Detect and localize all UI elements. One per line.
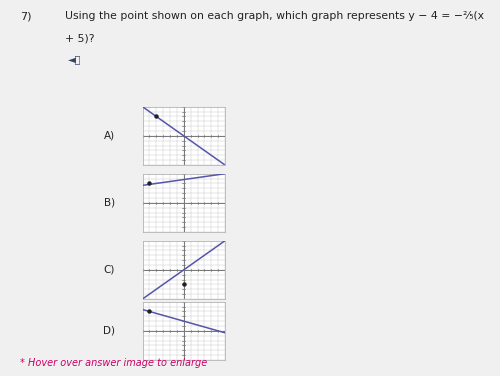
Text: A): A) <box>104 131 115 141</box>
Text: C): C) <box>104 265 115 275</box>
Text: * Hover over answer image to enlarge: * Hover over answer image to enlarge <box>20 358 208 368</box>
Text: ◄⦿: ◄⦿ <box>68 55 81 65</box>
Text: B): B) <box>104 198 115 208</box>
Text: D): D) <box>103 326 115 336</box>
Text: 7): 7) <box>20 11 32 21</box>
Text: Using the point shown on each graph, which graph represents y − 4 = −²⁄₅(x: Using the point shown on each graph, whi… <box>65 11 484 21</box>
Text: + 5)?: + 5)? <box>65 34 94 44</box>
